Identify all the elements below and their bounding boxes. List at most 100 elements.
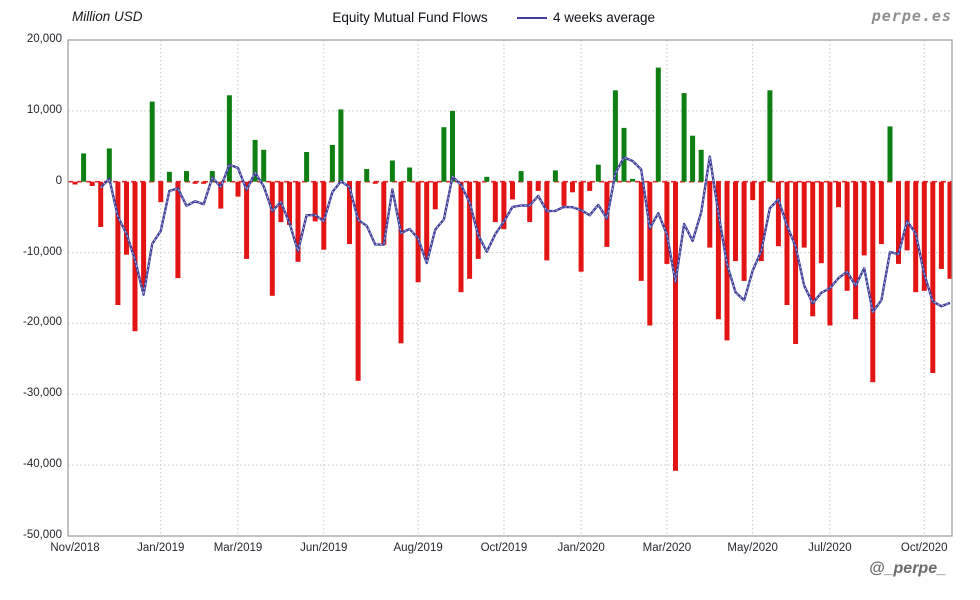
bar-positive	[166, 171, 172, 182]
bar-negative	[535, 181, 541, 191]
y-axis-unit-label: Million USD	[72, 9, 143, 24]
bar-positive	[329, 144, 335, 182]
bar-negative	[381, 181, 387, 245]
bar-positive	[252, 139, 258, 182]
bar-negative	[673, 181, 678, 471]
bar-negative	[818, 181, 824, 264]
bar-negative	[244, 181, 250, 259]
x-tick-label: Mar/2020	[642, 542, 692, 554]
bar-negative	[733, 181, 738, 262]
bar-negative	[921, 181, 927, 291]
bar-negative	[269, 181, 275, 296]
bar-negative	[235, 181, 241, 197]
bar-negative	[836, 181, 841, 208]
bar-negative	[218, 181, 224, 209]
bar-negative	[372, 181, 378, 184]
y-tick-label: -10,000	[22, 245, 62, 258]
bar-negative	[870, 181, 876, 383]
bar-negative	[141, 181, 147, 288]
bar-negative	[175, 181, 181, 279]
x-tick-label: Oct/2020	[900, 542, 948, 554]
x-tick-label: Jun/2019	[300, 542, 348, 554]
bar-positive	[621, 127, 627, 182]
bar-negative	[287, 181, 292, 225]
bar-negative	[415, 181, 421, 283]
bar-negative	[492, 181, 498, 223]
bar-positive	[338, 109, 344, 182]
bar-negative	[89, 181, 95, 186]
bar-negative	[561, 181, 567, 206]
x-tick-label: Jan/2019	[137, 542, 185, 554]
bar-positive	[226, 95, 232, 182]
bar-negative	[715, 181, 721, 320]
x-tick-label: Oct/2019	[480, 542, 528, 554]
x-tick-label: Nov/2018	[50, 542, 100, 554]
y-tick-label: 0	[55, 174, 62, 187]
bar-negative	[321, 181, 327, 250]
y-tick-label: -50,000	[22, 529, 62, 541]
bar-negative	[810, 181, 816, 317]
bar-negative	[578, 181, 584, 272]
bar-negative	[750, 181, 756, 201]
bar-positive	[484, 176, 490, 182]
bar-positive	[595, 164, 601, 182]
bar-positive	[81, 153, 87, 182]
bar-negative	[587, 181, 593, 191]
bar-negative	[853, 181, 859, 320]
bar-positive	[552, 170, 558, 182]
bar-negative	[501, 181, 507, 230]
bar-negative	[458, 181, 464, 293]
bar-positive	[655, 67, 661, 182]
bar-positive	[612, 90, 618, 182]
y-tick-label: -20,000	[22, 316, 62, 329]
bar-negative	[758, 181, 764, 262]
legend: 4 weeks average	[517, 10, 655, 25]
bar-positive	[364, 169, 370, 182]
bar-negative	[570, 181, 575, 193]
bar-positive	[690, 135, 696, 182]
bar-positive	[441, 127, 447, 182]
bar-negative	[432, 181, 438, 210]
bar-positive	[149, 101, 155, 182]
bar-negative	[638, 181, 644, 281]
legend-label: 4 weeks average	[553, 10, 656, 25]
bar-negative	[647, 181, 653, 326]
bar-positive	[767, 90, 773, 182]
bar-negative	[827, 181, 833, 326]
bar-negative	[844, 181, 850, 291]
bar-negative	[741, 181, 747, 281]
bar-positive	[681, 93, 687, 182]
bar-negative	[775, 181, 781, 247]
bar-negative	[295, 181, 301, 262]
bar-negative	[347, 181, 352, 245]
bar-negative	[947, 181, 953, 279]
bar-positive	[261, 149, 267, 182]
bar-negative	[861, 181, 867, 256]
bar-negative	[510, 181, 515, 200]
bar-negative	[355, 181, 361, 381]
x-tick-label: Aug/2019	[393, 542, 443, 554]
bar-positive	[630, 178, 636, 182]
bar-negative	[784, 181, 790, 305]
bar-negative	[201, 181, 207, 184]
bar-positive	[184, 171, 189, 182]
bar-positive	[450, 110, 455, 182]
bar-negative	[904, 181, 910, 251]
bar-positive	[698, 149, 704, 182]
bar-positive	[887, 126, 893, 182]
bar-negative	[664, 181, 670, 264]
x-tick-label: Jan/2020	[557, 542, 605, 554]
x-tick-label: Mar/2019	[213, 542, 263, 554]
x-tick-label: May/2020	[727, 542, 778, 554]
bar-negative	[124, 181, 129, 255]
bar-negative	[707, 181, 713, 248]
twitter-handle: @_perpe_	[869, 560, 946, 577]
bar-negative	[801, 181, 807, 248]
watermark: perpe.es	[871, 7, 952, 25]
y-tick-label: -30,000	[22, 387, 62, 400]
bar-positive	[389, 160, 395, 182]
bar-negative	[398, 181, 404, 344]
bar-negative	[72, 181, 78, 185]
